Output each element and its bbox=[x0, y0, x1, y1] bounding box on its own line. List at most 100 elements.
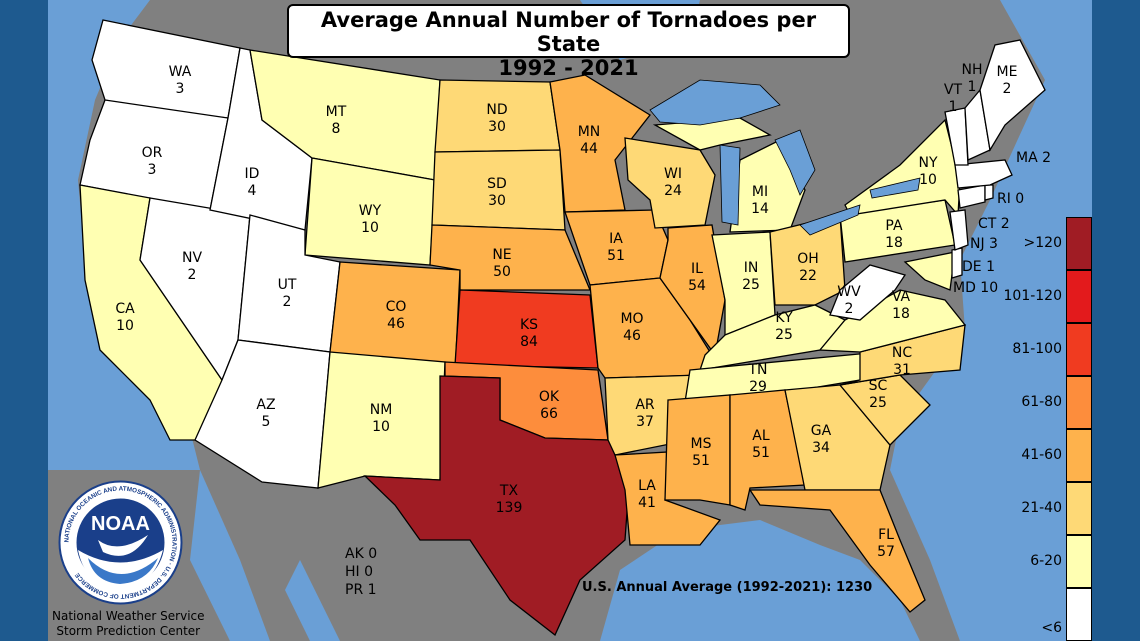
lake-ontario bbox=[869, 177, 921, 199]
legend-label: >120 bbox=[1023, 234, 1062, 251]
state-value: 51 bbox=[607, 248, 625, 264]
state-value: 54 bbox=[688, 278, 706, 294]
state-abbr: GA bbox=[810, 423, 832, 439]
great-lakes bbox=[649, 79, 921, 236]
state-wv bbox=[829, 264, 907, 321]
map-subtitle: 1992 - 2021 bbox=[498, 56, 639, 80]
state-label-ca: CA 10 bbox=[115, 301, 134, 335]
state-me bbox=[979, 39, 1046, 152]
state-abbr: KS bbox=[519, 317, 539, 333]
legend-swatch bbox=[1066, 429, 1092, 482]
state-value: 10 bbox=[116, 318, 134, 334]
state-abbr: UT bbox=[277, 277, 297, 293]
state-value: 30 bbox=[488, 193, 506, 209]
state-abbr: SD bbox=[487, 176, 507, 192]
state-ga bbox=[784, 384, 891, 491]
state-label-wy: WY 10 bbox=[359, 203, 381, 237]
state-abbr: KY bbox=[775, 310, 793, 326]
us-map bbox=[48, 0, 1092, 641]
state-abbr: MT bbox=[325, 104, 347, 120]
state-value: 1 bbox=[948, 99, 958, 115]
map-title: Average Annual Number of Tornadoes per S… bbox=[320, 8, 817, 56]
state-label-vt: VT 1 bbox=[944, 82, 962, 116]
state-abbr: NC bbox=[891, 345, 913, 361]
legend-label: 101-120 bbox=[1003, 287, 1063, 304]
state-label-mi: MI 14 bbox=[751, 184, 769, 218]
state-label-nd: ND 30 bbox=[486, 102, 507, 136]
lake-superior bbox=[649, 79, 781, 126]
state-value: 51 bbox=[692, 453, 710, 469]
state-label-fl: FL 57 bbox=[877, 527, 895, 561]
state-value: 2 bbox=[282, 294, 292, 310]
state-abbr: AZ bbox=[256, 397, 276, 413]
state-abbr: WI bbox=[664, 166, 682, 182]
credit: National Weather Service Storm Predictio… bbox=[52, 609, 205, 639]
state-label-me: ME 2 bbox=[997, 64, 1018, 98]
state-ma bbox=[954, 159, 1013, 189]
state-label-ok: OK 66 bbox=[539, 389, 559, 423]
territory-ak: AK 0 bbox=[345, 546, 378, 562]
legend-label: 81-100 bbox=[1012, 340, 1062, 357]
state-mn bbox=[549, 74, 651, 213]
credit-line1: National Weather Service bbox=[52, 609, 205, 623]
state-label-nm: NM 10 bbox=[370, 402, 393, 436]
state-abbr: AR bbox=[635, 397, 655, 413]
state-label-oh: OH 22 bbox=[797, 251, 819, 285]
state-value: 4 bbox=[247, 183, 257, 199]
state-value: 3 bbox=[147, 162, 157, 178]
state-abbr: MN bbox=[577, 124, 601, 140]
state-value: 37 bbox=[636, 414, 654, 430]
atlantic-ocean bbox=[890, 0, 1092, 641]
state-abbr: NH bbox=[961, 62, 983, 78]
state-value: 2 bbox=[1002, 81, 1012, 97]
legend-label: <6 bbox=[1041, 619, 1062, 636]
legend-swatch bbox=[1066, 376, 1092, 429]
state-label-sd: SD 30 bbox=[487, 176, 507, 210]
state-value: 2 bbox=[187, 267, 197, 283]
mexico-west-coast bbox=[285, 560, 340, 641]
state-value: 10 bbox=[372, 419, 390, 435]
state-label-ne: NE 50 bbox=[492, 247, 511, 281]
state-abbr: IL bbox=[691, 261, 703, 277]
state-value: 44 bbox=[580, 141, 598, 157]
state-label-or: OR 3 bbox=[142, 145, 163, 179]
state-label-wa: WA 3 bbox=[169, 64, 192, 98]
state-abbr: OK bbox=[538, 389, 560, 405]
state-label-ga: GA 34 bbox=[811, 423, 831, 457]
legend-label: 41-60 bbox=[1021, 446, 1062, 463]
state-value: 25 bbox=[742, 277, 760, 293]
state-value: 8 bbox=[331, 121, 341, 137]
baja-coast bbox=[190, 470, 270, 641]
state-value: 46 bbox=[387, 316, 405, 332]
state-abbr: WA bbox=[168, 64, 192, 80]
legend-swatch bbox=[1066, 588, 1092, 641]
state-value: 34 bbox=[812, 440, 830, 456]
state-label-va: VA 18 bbox=[892, 289, 910, 323]
state-abbr: ID bbox=[244, 166, 260, 182]
state-tx bbox=[363, 375, 631, 637]
state-value: 2 bbox=[844, 301, 854, 317]
state-value: 25 bbox=[775, 327, 793, 343]
state-abbr: ND bbox=[486, 102, 508, 118]
state-label-tn: TN 29 bbox=[748, 362, 767, 396]
state-vt bbox=[944, 107, 969, 166]
legend-label: 21-40 bbox=[1021, 499, 1062, 516]
label-ma: MA 2 bbox=[1016, 150, 1052, 166]
state-label-ar: AR 37 bbox=[635, 397, 654, 431]
state-label-co: CO 46 bbox=[386, 299, 407, 333]
state-abbr: TN bbox=[748, 362, 768, 378]
state-abbr: MO bbox=[620, 311, 644, 327]
state-value: 84 bbox=[520, 334, 538, 350]
legend-label: 6-20 bbox=[1030, 552, 1062, 569]
state-label-il: IL 54 bbox=[688, 261, 706, 295]
state-value: 5 bbox=[261, 414, 271, 430]
state-abbr: WV bbox=[837, 284, 861, 300]
gulf-of-mexico bbox=[600, 520, 920, 641]
map-title-box: Average Annual Number of Tornadoes per S… bbox=[287, 4, 850, 80]
state-de bbox=[951, 247, 963, 279]
state-value: 10 bbox=[919, 172, 937, 188]
legend-label: 61-80 bbox=[1021, 393, 1062, 410]
state-label-ny: NY 10 bbox=[918, 155, 937, 189]
state-label-ia: IA 51 bbox=[607, 231, 625, 265]
